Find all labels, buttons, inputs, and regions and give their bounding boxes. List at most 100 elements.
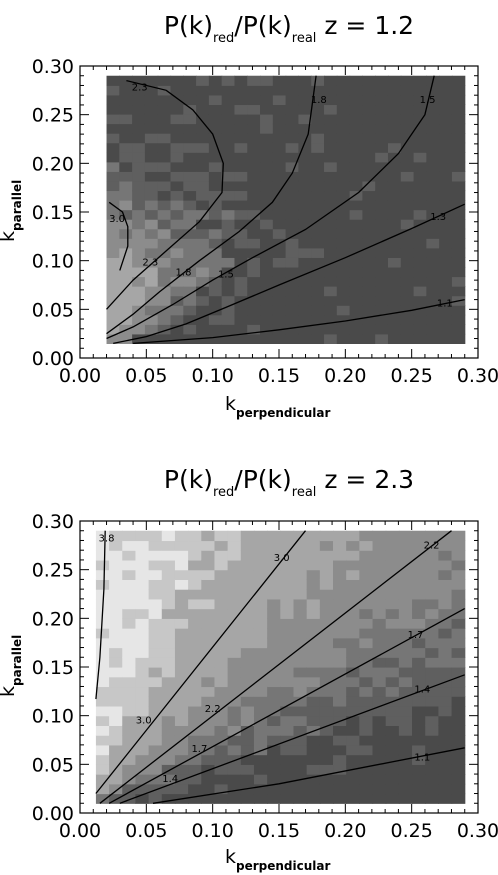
contour-cell (400, 94, 415, 106)
contour-cell (157, 171, 172, 182)
contour-cell (188, 764, 202, 775)
contour-line-1.4 (119, 674, 465, 804)
contour-cell (144, 94, 159, 106)
contour-cell (311, 324, 325, 335)
contour-cell (311, 94, 325, 106)
contour-cell (333, 569, 347, 580)
contour-cell (95, 559, 110, 571)
contour-cell (385, 676, 400, 688)
contour-cell (439, 113, 453, 125)
contour-cell (227, 628, 242, 639)
contour-cell (161, 598, 176, 610)
contour-cell (119, 333, 133, 344)
contour-label: 1.1 (414, 753, 430, 764)
contour-cell (285, 305, 300, 316)
contour-cell (298, 85, 312, 96)
contour-cell (95, 540, 110, 551)
contour-cell (106, 314, 120, 325)
contour-cell (221, 314, 236, 325)
contour-cell (324, 85, 338, 96)
contour-cell (122, 764, 137, 775)
contour-cell (385, 705, 400, 717)
contour-cell (425, 754, 439, 765)
contour-cell (208, 200, 223, 211)
contour-cell (375, 152, 389, 163)
contour-cell (362, 257, 376, 268)
contour-cell (157, 276, 172, 287)
contour-cell (324, 123, 338, 134)
contour-cell (135, 608, 150, 619)
contour-cell (260, 104, 274, 115)
contour-cell (227, 744, 242, 756)
contour-cell (201, 774, 216, 785)
contour-cell (170, 228, 184, 239)
contour-cell (144, 152, 159, 163)
contour-cell (398, 793, 413, 804)
contour-cell (201, 608, 216, 619)
contour-cell (240, 647, 255, 658)
contour-cell (247, 324, 261, 335)
contour-cell (319, 589, 334, 600)
contour-cell (183, 324, 197, 335)
contour-cell (306, 569, 321, 580)
contour-cell (196, 200, 210, 211)
contour-cell (214, 608, 229, 619)
contour-cell (95, 667, 110, 678)
contour-cell (298, 161, 312, 172)
contour-cell (253, 744, 268, 756)
contour-cell (293, 735, 308, 746)
contour-cell (260, 180, 274, 192)
contour-cell (201, 793, 216, 804)
contour-cell (375, 295, 389, 306)
contour-cell (174, 754, 189, 765)
contour-cell (385, 540, 400, 551)
contour-cell (333, 783, 347, 795)
contour-cell (400, 104, 415, 115)
contour-cell (413, 238, 427, 249)
contour-cell (227, 715, 242, 726)
contour-cell (208, 276, 223, 287)
contour-cell (346, 705, 360, 717)
contour-cell (451, 618, 466, 629)
contour-cell (119, 85, 133, 96)
contour-cell (106, 228, 120, 239)
contour-cell (285, 94, 300, 106)
contour-cell (333, 676, 347, 688)
contour-cell (260, 152, 274, 163)
contour-cell (372, 696, 387, 707)
contour-cell (214, 530, 229, 542)
contour-cell (451, 219, 466, 230)
x-tick-label: 0.25 (391, 365, 433, 387)
contour-cell (372, 637, 387, 649)
contour-cell (398, 637, 413, 649)
contour-cell (285, 324, 300, 335)
contour-label: 1.8 (311, 95, 327, 106)
contour-cell (372, 676, 387, 688)
contour-cell (272, 266, 287, 278)
contour-cell (293, 764, 308, 775)
contour-cell (311, 190, 325, 201)
contour-cell (240, 735, 255, 746)
contour-cell (333, 725, 347, 736)
contour-cell (214, 589, 229, 600)
contour-cell (272, 171, 287, 182)
contour-cell (451, 735, 466, 746)
contour-line-1.1 (133, 298, 465, 345)
contour-cell (385, 628, 400, 639)
contour-cell (157, 152, 172, 163)
contour-cell (425, 628, 439, 639)
contour-cell (324, 257, 338, 268)
contour-cell (349, 142, 363, 153)
contour-cell (311, 133, 325, 144)
contour-cell (174, 540, 189, 551)
contour-cell (196, 295, 210, 306)
contour-cell (144, 305, 159, 316)
contour-cell (425, 676, 439, 688)
contour-cell (208, 324, 223, 335)
contour-cell (227, 598, 242, 610)
contour-cell (438, 764, 453, 775)
contour-cell (106, 75, 120, 86)
contour-cell (451, 550, 466, 561)
contour-cell (214, 618, 229, 629)
contour-cell (319, 628, 334, 639)
